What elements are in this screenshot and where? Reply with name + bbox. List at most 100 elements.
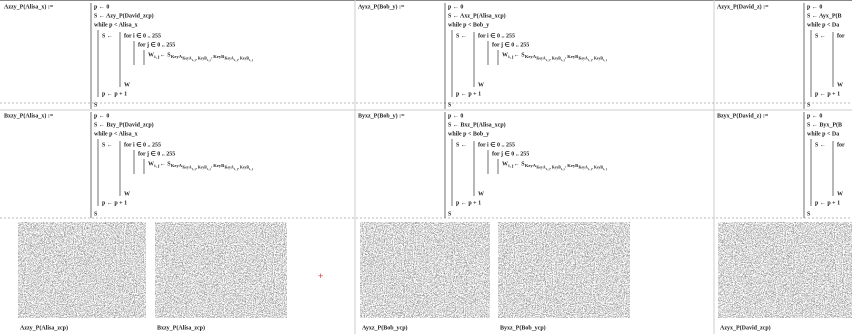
statement: while p < Da bbox=[807, 22, 839, 28]
expression-part: , KeyB bbox=[211, 163, 224, 168]
definition-name: Bzyx_P(David_z) := bbox=[717, 112, 769, 119]
statement: while p < Alisa_x bbox=[94, 22, 138, 28]
encrypted-image bbox=[18, 222, 146, 318]
statement: while p < Da bbox=[807, 131, 839, 137]
statement: while p < Bob_y bbox=[448, 131, 489, 137]
statement: while p < Bob_y bbox=[448, 22, 489, 28]
statement: p ← 0 bbox=[807, 4, 822, 10]
statement: S ← bbox=[102, 142, 113, 148]
expression-part: , KeyB bbox=[565, 163, 578, 168]
image-caption: Azyx_P(David_zcp) bbox=[720, 324, 771, 331]
definition-name: Ayxz_P(Bob_y) := bbox=[358, 3, 405, 10]
image-caption: Azzy_P(Alisa_zcp) bbox=[20, 324, 68, 331]
statement: p ← p + 1 bbox=[456, 200, 481, 206]
statement: S ← Bxz_P(Alisa_xcp) bbox=[448, 121, 506, 128]
statement: for i ∈ 0 .. 255 bbox=[124, 141, 161, 148]
expression-part: , KeyB bbox=[565, 54, 578, 59]
expression-part: ← S bbox=[160, 52, 172, 58]
expression-part: ← S bbox=[514, 161, 526, 167]
statement: p ← p + 1 bbox=[815, 91, 840, 97]
expression-part: KeyA bbox=[579, 165, 589, 169]
statement: S ← bbox=[102, 33, 113, 39]
expression-part: i, j bbox=[249, 167, 253, 171]
statement: W bbox=[837, 191, 843, 197]
definition-name: Byxz_P(Bob_y) := bbox=[358, 112, 405, 119]
statement: for bbox=[837, 142, 845, 148]
statement: p ← p + 1 bbox=[815, 200, 840, 206]
statement: S ← Azy_P(David_zcp) bbox=[94, 12, 154, 19]
expression-part: , KeyB bbox=[196, 56, 207, 60]
statement: for j ∈ 0 .. 255 bbox=[138, 150, 175, 157]
encrypted-image bbox=[360, 222, 490, 318]
encrypted-image bbox=[718, 222, 852, 318]
expression-part: KeyA bbox=[225, 56, 235, 60]
expression-part: , KeyB bbox=[238, 56, 249, 60]
expression-part: KeyA bbox=[536, 165, 546, 169]
definition-name: Azzy_P(Alisa_x) := bbox=[4, 3, 54, 10]
expression-part: KeyA bbox=[182, 165, 192, 169]
expression-part: , KeyB bbox=[196, 165, 207, 169]
statement: for j ∈ 0 .. 255 bbox=[492, 150, 529, 157]
statement: S ← Byx_P(B bbox=[807, 121, 842, 128]
statement: for j ∈ 0 .. 255 bbox=[138, 41, 175, 48]
expression-part: , KeyB bbox=[211, 54, 224, 59]
statement: W bbox=[478, 82, 484, 88]
definition-name: Bxzy_P(Alisa_x) := bbox=[4, 112, 54, 119]
encrypted-image bbox=[498, 222, 630, 318]
expression-part: KeyA bbox=[525, 163, 537, 168]
expression-part: i, j bbox=[603, 58, 607, 62]
encrypted-image bbox=[155, 222, 287, 318]
statement: W bbox=[478, 191, 484, 197]
expression-part: W bbox=[502, 161, 508, 167]
image-caption: Bxzy_P(Alisa_zcp) bbox=[157, 324, 205, 331]
statement: p ← p + 1 bbox=[102, 200, 127, 206]
cursor: + bbox=[318, 271, 323, 281]
expression-part: KeyA bbox=[536, 56, 546, 60]
statement: p ← 0 bbox=[448, 4, 463, 10]
expression-part: , KeyB bbox=[550, 165, 561, 169]
expression-part: KeyA bbox=[171, 163, 183, 168]
expression-part: KeyA bbox=[525, 54, 537, 59]
expression-part: , KeyB bbox=[592, 56, 603, 60]
statement: p ← 0 bbox=[448, 113, 463, 119]
statement: for i ∈ 0 .. 255 bbox=[124, 32, 161, 39]
statement: W bbox=[837, 82, 843, 88]
statement: for i ∈ 0 .. 255 bbox=[478, 32, 515, 39]
statement: S ← Ayx_P(B bbox=[807, 12, 842, 19]
statement: S ← bbox=[456, 33, 467, 39]
statement: for bbox=[837, 33, 845, 39]
expression-part: i, j bbox=[603, 167, 607, 171]
expression-part: , KeyB bbox=[238, 165, 249, 169]
expression-part: W bbox=[148, 161, 154, 167]
expression-part: KeyA bbox=[579, 56, 589, 60]
statement: while p < Alisa_x bbox=[94, 131, 138, 137]
expression-part: , KeyB bbox=[550, 56, 561, 60]
statement: p ← p + 1 bbox=[456, 91, 481, 97]
statement: p ← 0 bbox=[94, 4, 109, 10]
image-caption: Byxz_P(Bob_ycp) bbox=[500, 324, 546, 331]
expression-part: i, j bbox=[249, 58, 253, 62]
expression-part: ← S bbox=[514, 52, 526, 58]
expression-part: ← S bbox=[160, 161, 172, 167]
statement: p ← 0 bbox=[807, 113, 822, 119]
expression-part: , KeyB bbox=[592, 165, 603, 169]
expression-part: KeyA bbox=[171, 54, 183, 59]
statement: p ← 0 bbox=[94, 113, 109, 119]
statement: S ← bbox=[815, 33, 826, 39]
statement: p ← p + 1 bbox=[102, 91, 127, 97]
expression-part: KeyA bbox=[182, 56, 192, 60]
statement: for j ∈ 0 .. 255 bbox=[492, 41, 529, 48]
expression-part: KeyA bbox=[225, 165, 235, 169]
statement: S ← Bzy_P(David_zcp) bbox=[94, 121, 154, 128]
statement: S ← Axz_P(Alisa_xcp) bbox=[448, 12, 506, 19]
expression-part: W bbox=[502, 52, 508, 58]
expression-part: W bbox=[148, 52, 154, 58]
statement: for i ∈ 0 .. 255 bbox=[478, 141, 515, 148]
statement: W bbox=[124, 191, 130, 197]
image-caption: Ayxz_P(Bob_ycp) bbox=[362, 324, 408, 331]
statement: S ← bbox=[456, 142, 467, 148]
statement: W bbox=[124, 82, 130, 88]
statement: S ← bbox=[815, 142, 826, 148]
definition-name: Azyx_P(David_z) := bbox=[717, 3, 769, 10]
worksheet: + Azzy_P(Alisa_x) := p ← 0 S ← Azy_P(David… bbox=[0, 0, 852, 334]
